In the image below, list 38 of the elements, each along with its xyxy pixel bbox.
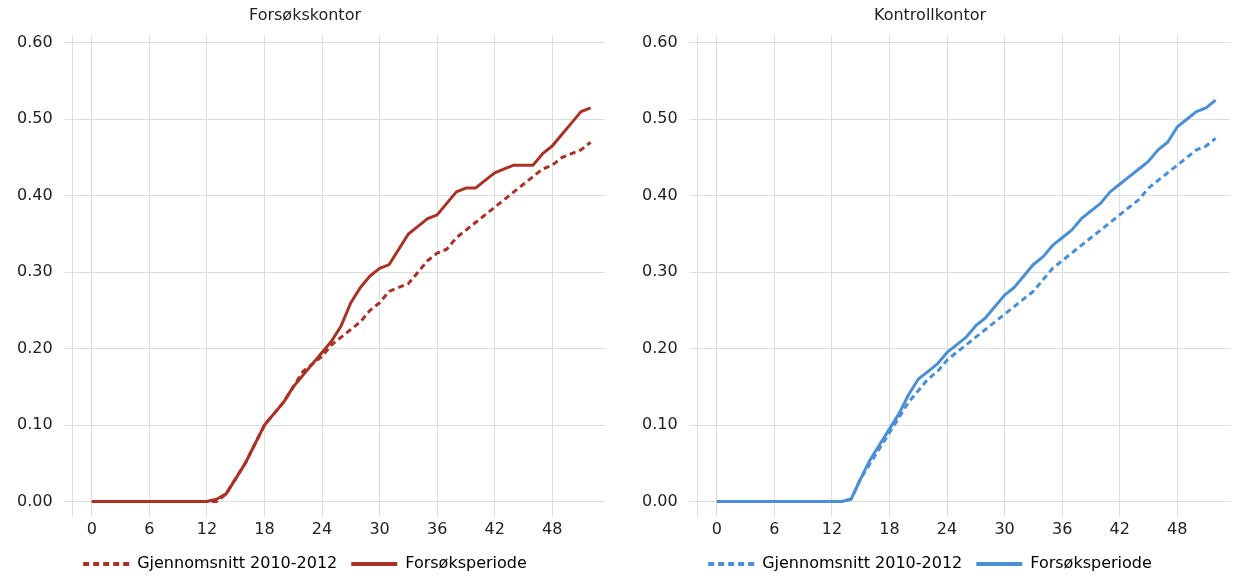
x-tick-label: 0	[711, 518, 722, 538]
x-tick-label: 18	[879, 518, 900, 538]
x-tick-label: 30	[369, 518, 390, 538]
y-tick-label: 0.00	[17, 490, 53, 510]
y-tick-label: 0.50	[642, 108, 678, 128]
y-tick-label: 0.50	[17, 108, 53, 128]
y-tick-label: 0.10	[642, 414, 678, 434]
chart-title: Forsøkskontor	[249, 4, 362, 24]
x-tick-label: 24	[311, 518, 333, 538]
x-tick-label: 42	[484, 518, 505, 538]
legend-label: Gjennomsnitt 2010-2012	[137, 553, 338, 573]
x-tick-label: 48	[1167, 518, 1188, 538]
y-tick-label: 0.60	[17, 32, 53, 51]
chart-title: Kontrollkontor	[873, 4, 987, 24]
x-tick-label: 30	[994, 518, 1015, 538]
y-tick-label: 0.10	[17, 414, 53, 434]
x-tick-label: 36	[1051, 518, 1073, 538]
x-tick-label: 42	[1109, 518, 1130, 538]
x-tick-label: 18	[254, 518, 275, 538]
legend-label: Gjennomsnitt 2010-2012	[762, 553, 963, 573]
y-tick-label: 0.30	[17, 261, 53, 281]
x-tick-label: 12	[821, 518, 843, 538]
x-tick-label: 24	[936, 518, 958, 538]
x-tick-label: 6	[144, 518, 155, 538]
y-tick-label: 0.60	[642, 32, 678, 51]
y-tick-label: 0.00	[642, 490, 678, 510]
legend-label: Forsøksperiode	[1030, 553, 1152, 573]
y-tick-label: 0.20	[642, 337, 678, 357]
y-tick-label: 0.30	[642, 261, 678, 281]
y-tick-label: 0.40	[17, 184, 53, 204]
y-tick-label: 0.20	[17, 337, 53, 357]
legend-label: Forsøksperiode	[405, 553, 527, 573]
x-tick-label: 36	[426, 518, 448, 538]
x-tick-label: 6	[769, 518, 780, 538]
x-tick-label: 48	[542, 518, 563, 538]
x-tick-label: 12	[196, 518, 218, 538]
x-tick-label: 0	[86, 518, 97, 538]
y-tick-label: 0.40	[642, 184, 678, 204]
